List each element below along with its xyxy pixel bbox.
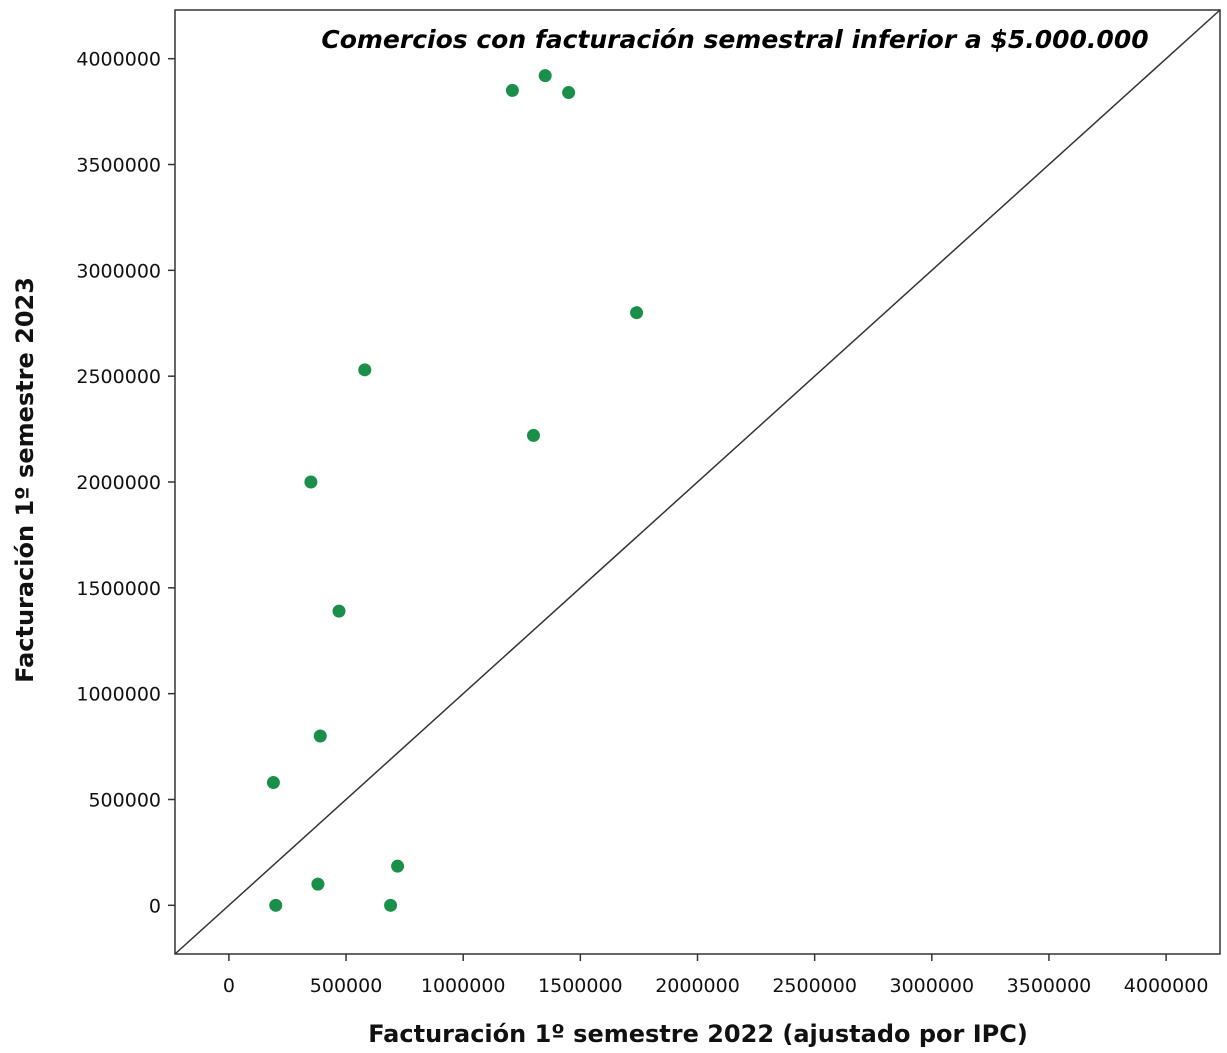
data-point (538, 69, 552, 83)
y-tick-label: 4000000 (76, 49, 161, 71)
data-point (505, 83, 519, 97)
x-tick-label: 500000 (310, 975, 383, 997)
chart-title: Comercios con facturación semestral infe… (321, 25, 1148, 54)
data-point (332, 604, 346, 618)
data-point (391, 859, 405, 873)
x-tick-label: 1000000 (421, 975, 506, 997)
y-axis-title: Facturación 1º semestre 2023 (11, 277, 39, 683)
data-point (384, 898, 398, 912)
x-tick-label: 1500000 (538, 975, 623, 997)
y-tick-label: 1000000 (76, 684, 161, 706)
x-tick-label: 2000000 (655, 975, 740, 997)
x-tick-label: 3000000 (889, 975, 974, 997)
y-tick-label: 3500000 (76, 155, 161, 177)
data-points (266, 69, 644, 912)
data-point (266, 776, 280, 790)
data-point (630, 306, 644, 320)
y-tick-label: 500000 (88, 789, 161, 811)
y-axis: 0 500000 1000000 1500000 2000000 2500000 30000… (76, 49, 175, 917)
data-point (304, 475, 318, 489)
y-tick-label: 3000000 (76, 260, 161, 282)
data-point (526, 428, 540, 442)
data-point (358, 363, 372, 377)
x-axis-title: Facturación 1º semestre 2022 (ajustado p… (368, 1020, 1028, 1048)
data-point (269, 898, 283, 912)
y-tick-label: 2500000 (76, 366, 161, 388)
x-tick-label: 3500000 (1007, 975, 1092, 997)
x-axis: 0 500000 1000000 1500000 2000000 2500000 30000… (223, 954, 1209, 997)
y-tick-label: 1500000 (76, 578, 161, 600)
data-point (562, 86, 576, 100)
data-point (311, 877, 325, 891)
data-point (313, 729, 327, 743)
x-tick-label: 0 (223, 975, 235, 997)
x-tick-label: 2500000 (772, 975, 857, 997)
y-tick-label: 2000000 (76, 472, 161, 494)
x-tick-label: 4000000 (1124, 975, 1209, 997)
reference-line-group (174, 9, 1221, 955)
y-tick-label: 0 (149, 895, 161, 917)
reference-line (174, 9, 1221, 955)
